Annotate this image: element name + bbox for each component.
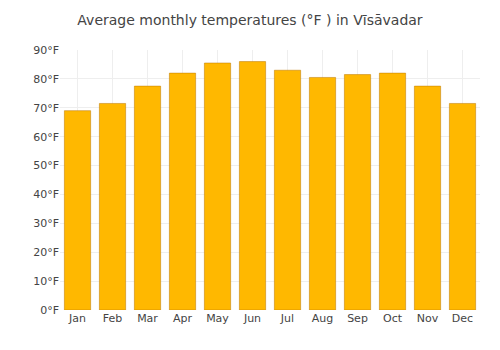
svg-text:Dec: Dec [452, 312, 473, 325]
svg-text:Aug: Aug [312, 312, 333, 325]
svg-text:60°F: 60°F [33, 131, 59, 144]
svg-text:Oct: Oct [383, 312, 403, 325]
svg-text:10°F: 10°F [33, 275, 59, 288]
svg-text:40°F: 40°F [33, 188, 59, 201]
svg-text:Average monthly temperatures (: Average monthly temperatures (°F ) in Vī… [77, 12, 423, 28]
svg-text:Apr: Apr [173, 312, 193, 325]
svg-text:Feb: Feb [103, 312, 122, 325]
svg-text:May: May [206, 312, 229, 325]
svg-text:50°F: 50°F [33, 159, 59, 172]
svg-text:20°F: 20°F [33, 246, 59, 259]
svg-text:70°F: 70°F [33, 102, 59, 115]
svg-text:30°F: 30°F [33, 217, 59, 230]
svg-text:90°F: 90°F [33, 44, 59, 57]
svg-text:Nov: Nov [417, 312, 439, 325]
svg-text:Jun: Jun [243, 312, 261, 325]
svg-text:Mar: Mar [137, 312, 158, 325]
svg-text:Jan: Jan [68, 312, 86, 325]
svg-text:Sep: Sep [347, 312, 368, 325]
svg-text:80°F: 80°F [33, 73, 59, 86]
svg-text:0°F: 0°F [40, 304, 59, 317]
svg-text:Jul: Jul [280, 312, 294, 325]
